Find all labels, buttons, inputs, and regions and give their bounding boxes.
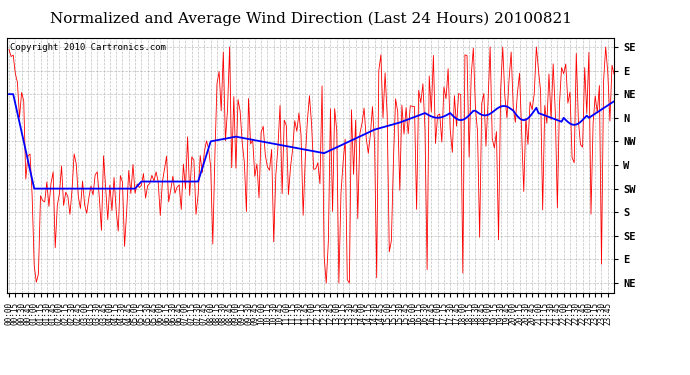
Text: Normalized and Average Wind Direction (Last 24 Hours) 20100821: Normalized and Average Wind Direction (L… <box>50 11 571 26</box>
Text: Copyright 2010 Cartronics.com: Copyright 2010 Cartronics.com <box>10 43 166 52</box>
